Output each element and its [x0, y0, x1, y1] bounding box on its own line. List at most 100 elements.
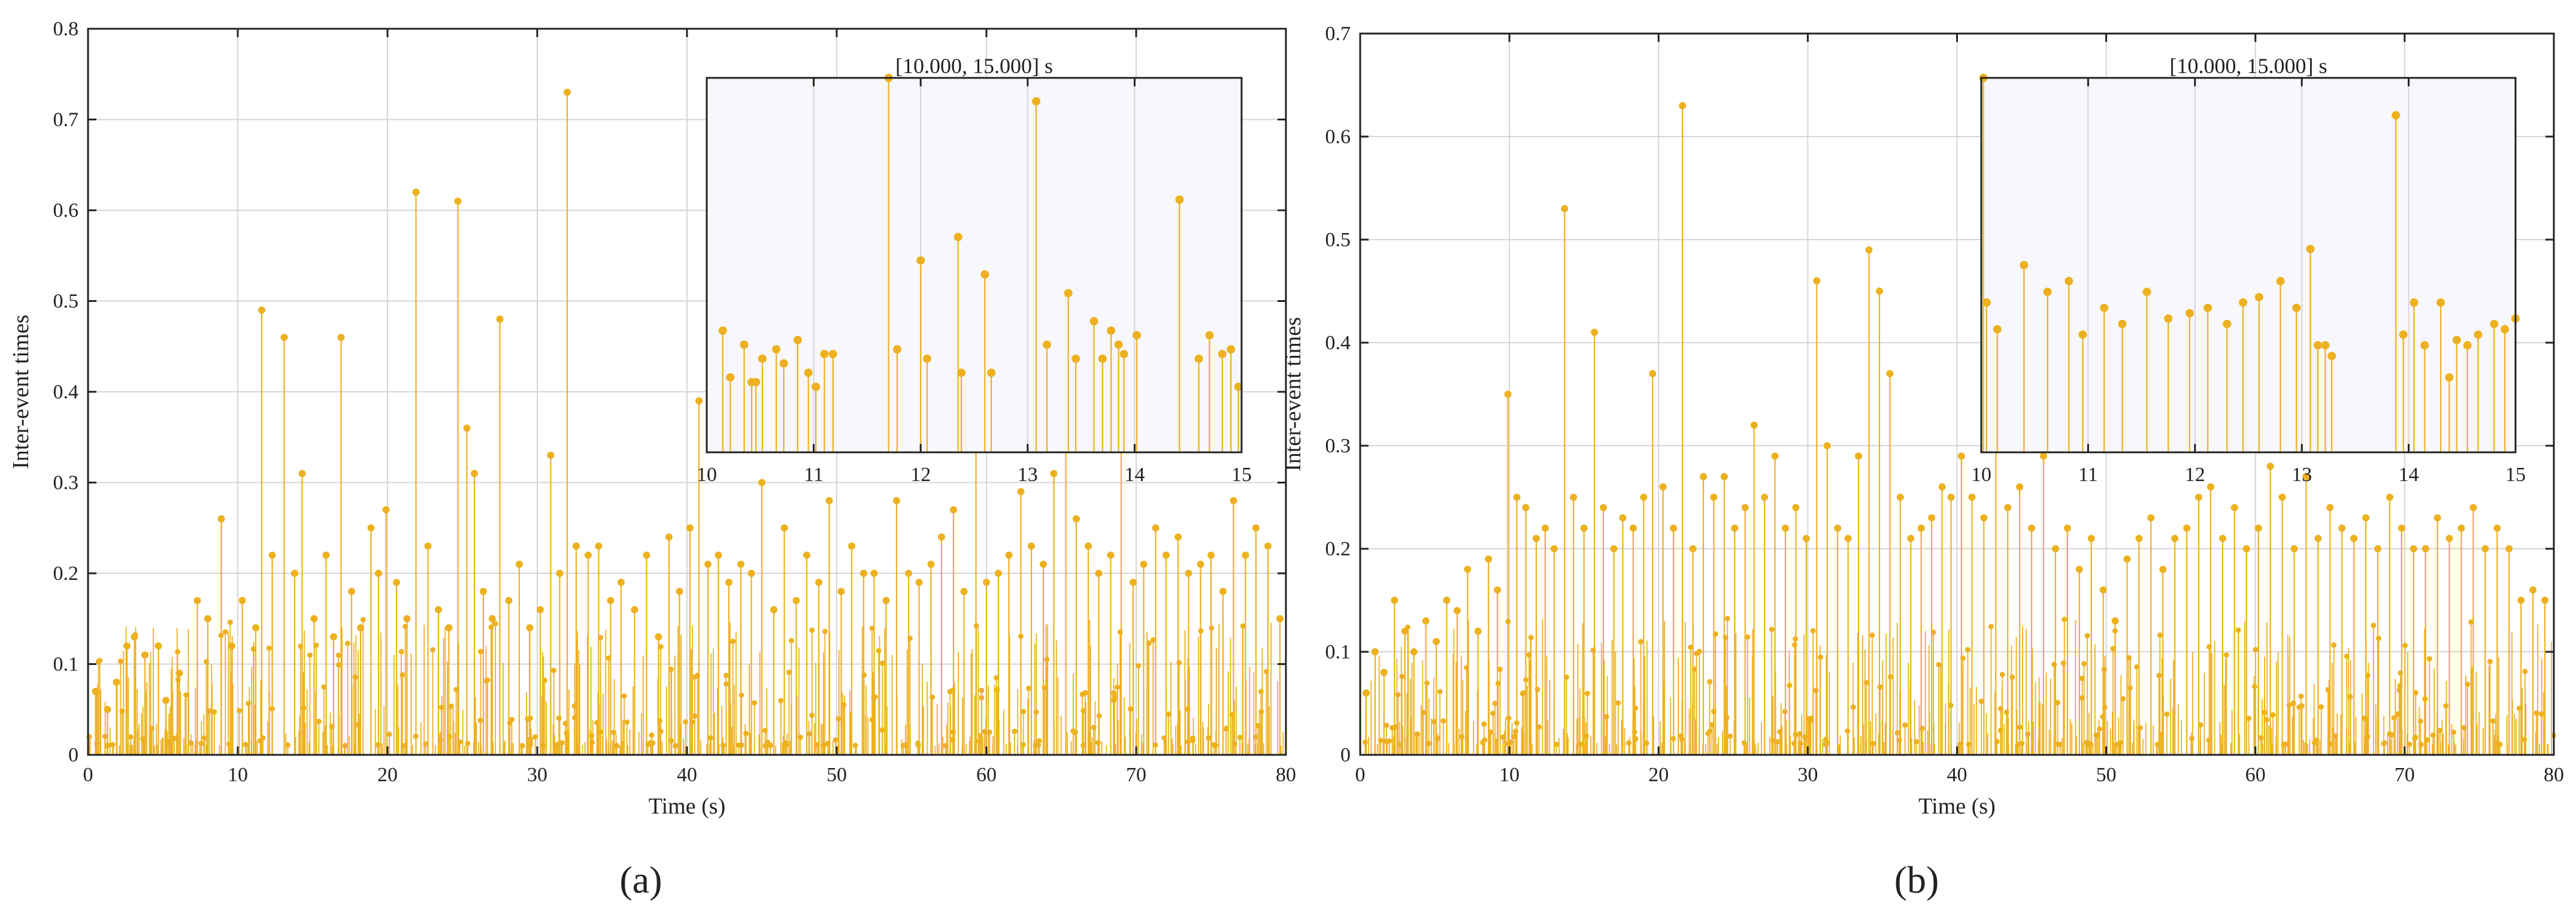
stem-marker [480, 588, 487, 595]
stem-marker [2039, 452, 2047, 460]
stem-marker [2075, 566, 2083, 573]
stem-marker [1230, 497, 1237, 504]
stem-marker [589, 733, 595, 739]
stem-marker [595, 542, 603, 550]
stem-marker [2057, 742, 2063, 748]
stem-marker [1095, 739, 1101, 745]
inset-x-tick-label: 12 [2185, 464, 2205, 486]
stem-marker [1380, 669, 1388, 676]
stem-marker [1938, 483, 1946, 491]
stem-marker [1166, 711, 1172, 717]
stem-marker [950, 729, 956, 735]
stem-marker [2445, 373, 2454, 382]
stem-marker [658, 643, 664, 649]
stem-marker [1018, 633, 1024, 639]
stem-marker [2298, 693, 2304, 699]
stem-marker [1775, 739, 1781, 745]
stem-marker [1863, 679, 1869, 685]
y-axis-label: Inter-event times [8, 315, 34, 469]
stem-marker [2051, 545, 2059, 552]
stem-marker [1741, 504, 1749, 512]
stem-marker [617, 579, 625, 587]
stem-marker [668, 666, 674, 672]
stem-marker [983, 579, 990, 587]
stem-marker [155, 642, 162, 650]
stem-marker [2490, 319, 2499, 328]
stem-marker [1150, 637, 1156, 643]
stem-marker [2025, 731, 2031, 737]
stem-marker [692, 674, 698, 680]
stem-marker [1782, 524, 1790, 532]
stem-marker [1464, 566, 1472, 573]
stem-marker [1128, 706, 1134, 712]
stem-marker [1464, 665, 1470, 671]
stem-marker [2158, 732, 2164, 738]
stem-marker [892, 345, 901, 354]
inset-x-tick-label: 10 [1971, 464, 1991, 486]
stem-marker [238, 597, 246, 604]
x-tick-label: 80 [2544, 764, 2564, 786]
stem-marker [1679, 102, 1687, 110]
stem-marker [2421, 545, 2429, 552]
stem-marker [1541, 524, 1549, 532]
stem-marker [2395, 711, 2401, 717]
stem-marker [1497, 666, 1503, 672]
stem-marker [1610, 545, 1618, 552]
stem-marker [1211, 742, 1217, 748]
stem-marker [1119, 349, 1128, 358]
stem-marker [825, 497, 833, 504]
stem-marker [1091, 724, 1097, 730]
stem-marker [2417, 718, 2423, 724]
stem-marker [803, 551, 810, 559]
stem-marker [2246, 715, 2252, 721]
stem-marker [280, 334, 288, 341]
x-tick-label: 40 [677, 764, 697, 786]
stem-marker [2242, 545, 2250, 552]
stem-marker [770, 606, 777, 613]
stem-marker [736, 742, 742, 748]
stem-marker [1750, 421, 1758, 429]
stem-marker [2433, 514, 2441, 522]
stem-marker [2270, 712, 2276, 718]
stem-marker [2412, 690, 2418, 696]
inset-stems [718, 74, 1243, 452]
stem-marker [2239, 298, 2248, 307]
stem-marker [1028, 542, 1035, 550]
stem-marker [1443, 597, 1451, 604]
stem-marker [352, 674, 358, 680]
stem-marker [1591, 328, 1599, 336]
stem-marker [1670, 736, 1676, 742]
stem-marker [2254, 524, 2262, 532]
stem-marker [882, 597, 890, 604]
stem-marker [779, 359, 788, 368]
stem-marker [2081, 661, 2087, 667]
stem-marker [556, 570, 564, 577]
stem-marker [488, 624, 494, 630]
stem-marker [1437, 689, 1443, 695]
stem-marker [869, 625, 875, 631]
stem-marker [1481, 721, 1487, 727]
stem-marker [2235, 627, 2241, 633]
stem-marker [2463, 341, 2472, 350]
stem-marker [573, 542, 580, 550]
stem-marker [606, 655, 612, 661]
stem-marker [740, 340, 749, 349]
stem-marker [360, 616, 366, 622]
stem-marker [1012, 728, 1018, 734]
stem-marker [2437, 727, 2443, 733]
stem-marker [2043, 288, 2052, 297]
stem-marker [2283, 741, 2289, 747]
stem-marker [198, 740, 204, 746]
inset-x-tick-label: 10 [697, 464, 717, 486]
stem-marker [1707, 679, 1713, 685]
inset-title: [10.000, 15.000] s [2170, 54, 2327, 78]
stem-marker [2457, 524, 2465, 532]
stem-marker [2147, 514, 2155, 522]
stem-marker [2028, 524, 2036, 532]
stem-marker [1494, 586, 1502, 594]
stem-marker [509, 717, 515, 722]
stem-marker [1033, 709, 1039, 715]
stem-marker [1152, 524, 1160, 532]
stem-marker [1993, 325, 2002, 334]
